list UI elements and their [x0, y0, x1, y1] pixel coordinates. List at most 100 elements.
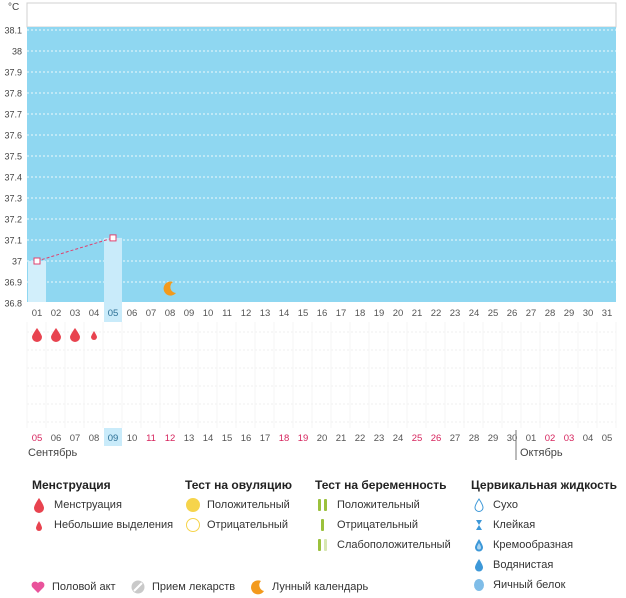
bottom-date-label: 20: [317, 433, 328, 444]
y-tick-label: 37.6: [4, 131, 22, 141]
top-day-label: 27: [526, 308, 537, 319]
legend-pregnancy-title: Тест на беременность: [315, 478, 447, 492]
bottom-date-label: 25: [412, 433, 423, 444]
faint-double-line-icon: [318, 539, 327, 551]
legend-cervical: Цервикальная жидкость Сухо Клейкая Кремо…: [471, 478, 617, 598]
top-day-label: 31: [602, 308, 613, 319]
bottom-date-label: 17: [260, 433, 271, 444]
selected-day-bottom-highlight: [104, 428, 122, 446]
bottom-date-label: 10: [127, 433, 138, 444]
legend: Менструация Менструация Небольшие выделе…: [0, 478, 626, 595]
legend-menstruation: Менструация Менструация Небольшие выделе…: [32, 478, 173, 538]
single-line-icon: [321, 519, 324, 531]
temperature-line: [36, 237, 114, 262]
legend-cervical-title: Цервикальная жидкость: [471, 478, 618, 492]
top-day-label: 20: [393, 308, 404, 319]
legend-pregnancy-weak: Слабоположительный: [315, 538, 451, 558]
heart-icon: [31, 581, 45, 593]
double-line-icon: [318, 499, 327, 511]
y-tick-label: 37.2: [4, 215, 22, 225]
top-day-label: 16: [317, 308, 328, 319]
bottom-date-label: 07: [70, 433, 81, 444]
bottom-date-label: 18: [279, 433, 290, 444]
bottom-date-label: 01: [526, 433, 537, 444]
top-day-label: 24: [469, 308, 480, 319]
top-day-label: 09: [184, 308, 195, 319]
bottom-date-label: 27: [450, 433, 461, 444]
top-day-label: 28: [545, 308, 556, 319]
y-tick-label: 37.3: [4, 194, 22, 204]
top-day-label: 30: [583, 308, 594, 319]
y-tick-label: 37.4: [4, 173, 22, 183]
top-day-label: 19: [374, 308, 385, 319]
y-tick-label: 36.8: [4, 299, 22, 309]
yellow-circle-icon: [186, 498, 200, 512]
legend-spotting-label: Небольшие выделения: [54, 519, 174, 531]
legend-intercourse-label: Половой акт: [52, 581, 116, 593]
moon-icon: [251, 580, 264, 595]
top-day-label: 29: [564, 308, 575, 319]
legend-pregnancy-weak-label: Слабоположительный: [337, 539, 451, 551]
top-day-label: 22: [431, 308, 442, 319]
chart-band: [27, 27, 616, 302]
bottom-date-label: 23: [374, 433, 385, 444]
menstruation-drop-icon: [51, 328, 61, 342]
temperature-chart: 38.1 38 37.9 37.8 37.7 37.6 37.5 37.4 37.3 37.2 37…: [4, 2, 617, 460]
chart-top-area: [26, 2, 617, 28]
bottom-date-label: 05: [602, 433, 613, 444]
bottom-date-label: 24: [393, 433, 404, 444]
y-tick-label: 36.9: [4, 278, 22, 288]
top-day-label: 02: [51, 308, 62, 319]
top-day-label: 21: [412, 308, 423, 319]
bottom-date-label: 19: [298, 433, 309, 444]
dry-drop-icon: [474, 498, 484, 512]
top-day-label: 18: [355, 308, 366, 319]
bottom-date-label: 30: [507, 433, 518, 444]
y-tick-label: 37.5: [4, 152, 22, 162]
y-tick-label: 37.1: [4, 236, 22, 246]
legend-pregnancy-negative-label: Отрицательный: [337, 519, 418, 531]
bottom-date-label: 06: [51, 433, 62, 444]
legend-pregnancy-positive: Положительный: [315, 498, 451, 518]
bottom-date-label: 08: [89, 433, 100, 444]
legend-cervical-sticky-label: Клейкая: [493, 519, 536, 531]
top-day-label: 07: [146, 308, 157, 319]
top-day-label: 06: [127, 308, 138, 319]
y-tick-label: 37: [12, 257, 22, 267]
legend-medication-label: Прием лекарств: [152, 581, 236, 593]
bottom-date-label: 21: [336, 433, 347, 444]
top-day-label: 15: [298, 308, 309, 319]
y-tick-label: 38.1: [4, 26, 22, 36]
top-day-label: 05: [108, 308, 119, 319]
bottom-date-label: 02: [545, 433, 556, 444]
top-day-label: 12: [241, 308, 252, 319]
bottom-date-label: 11: [146, 433, 156, 444]
legend-cervical-creamy: Кремообразная: [471, 538, 617, 558]
top-day-label: 10: [203, 308, 214, 319]
top-day-label: 25: [488, 308, 499, 319]
legend-cervical-eggwhite: Яичный белок: [471, 578, 617, 598]
y-unit-label: °C: [8, 2, 19, 13]
spotting-drop-icon: [91, 331, 97, 340]
legend-ovulation-negative: Отрицательный: [185, 518, 292, 538]
legend-ovulation-negative-label: Отрицательный: [207, 519, 288, 531]
bottom-date-label: 14: [203, 433, 214, 444]
legend-ovulation-title: Тест на овуляцию: [185, 478, 292, 492]
legend-cervical-watery-label: Водянистая: [493, 559, 554, 571]
month-label-first: Сентябрь: [28, 447, 78, 459]
legend-ovulation-positive-label: Положительный: [207, 499, 290, 511]
creamy-drop-icon: [475, 539, 483, 552]
bottom-date-label: 13: [184, 433, 195, 444]
bottom-date-label: 15: [222, 433, 233, 444]
legend-ovulation: Тест на овуляцию Положительный Отрицател…: [185, 478, 292, 538]
sticky-icon: [476, 520, 482, 530]
bottom-date-label: 28: [469, 433, 480, 444]
top-day-label: 14: [279, 308, 290, 319]
legend-cervical-dry-label: Сухо: [493, 499, 518, 511]
empty-circle-icon: [186, 518, 200, 532]
temperature-bar: [104, 237, 122, 302]
bottom-date-label: 03: [564, 433, 575, 444]
legend-extra: Половой акт Прием лекарств Лунный календ…: [0, 580, 626, 596]
legend-cervical-watery: Водянистая: [471, 558, 617, 578]
top-day-label: 26: [507, 308, 518, 319]
